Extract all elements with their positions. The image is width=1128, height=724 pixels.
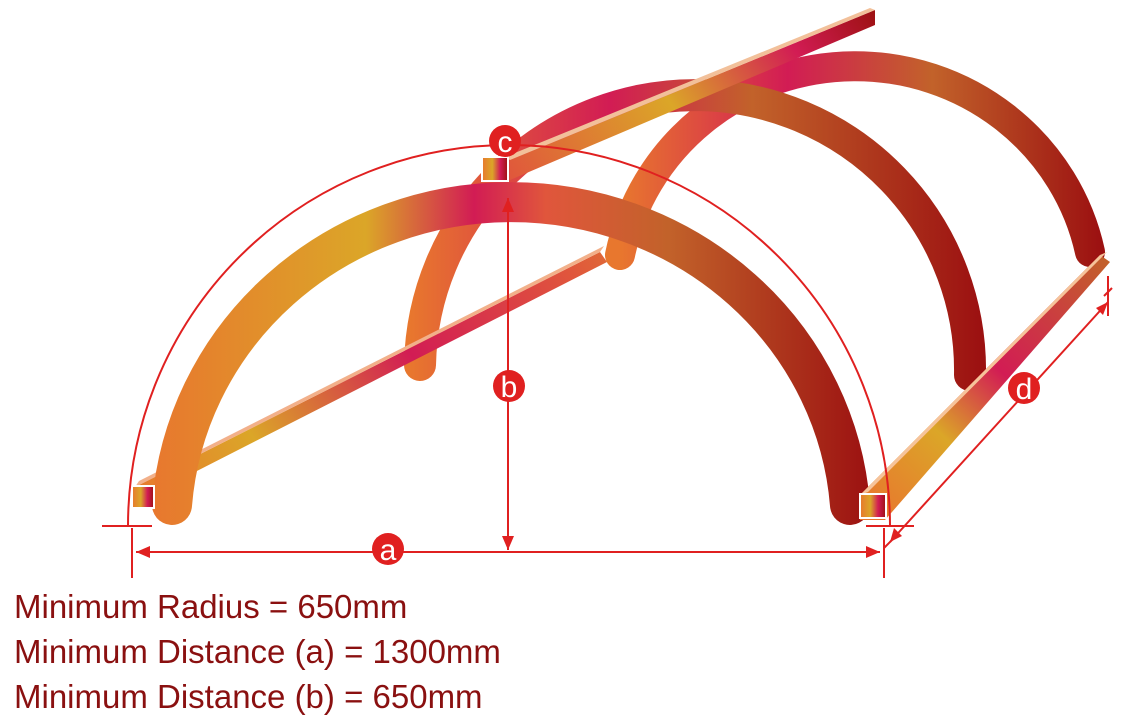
minimum-radius-spec: Minimum Radius = 650mm	[14, 588, 408, 625]
marker-b: b	[493, 370, 525, 404]
back-arch	[605, 51, 1105, 270]
front-arch	[152, 182, 870, 525]
minimum-distance-a-spec: Minimum Distance (a) = 1300mm	[14, 633, 501, 670]
svg-text:c: c	[498, 126, 513, 159]
spec-list: Minimum Radius = 650mm Minimum Distance …	[14, 584, 501, 719]
right-rail-end-cap	[859, 493, 887, 519]
left-rail-end-cap	[131, 485, 155, 509]
ridge-rail	[505, 8, 875, 180]
svg-text:b: b	[501, 371, 518, 404]
marker-a: a	[372, 533, 404, 567]
dimension-arrowheads	[136, 198, 1108, 558]
ridge-rail-end-cap	[481, 156, 509, 182]
marker-c: c	[489, 125, 521, 159]
right-rail	[860, 252, 1110, 520]
svg-text:a: a	[380, 534, 397, 567]
left-rail	[135, 246, 607, 499]
marker-d: d	[1008, 372, 1040, 406]
svg-text:d: d	[1016, 373, 1033, 406]
minimum-distance-b-spec: Minimum Distance (b) = 650mm	[14, 678, 483, 715]
